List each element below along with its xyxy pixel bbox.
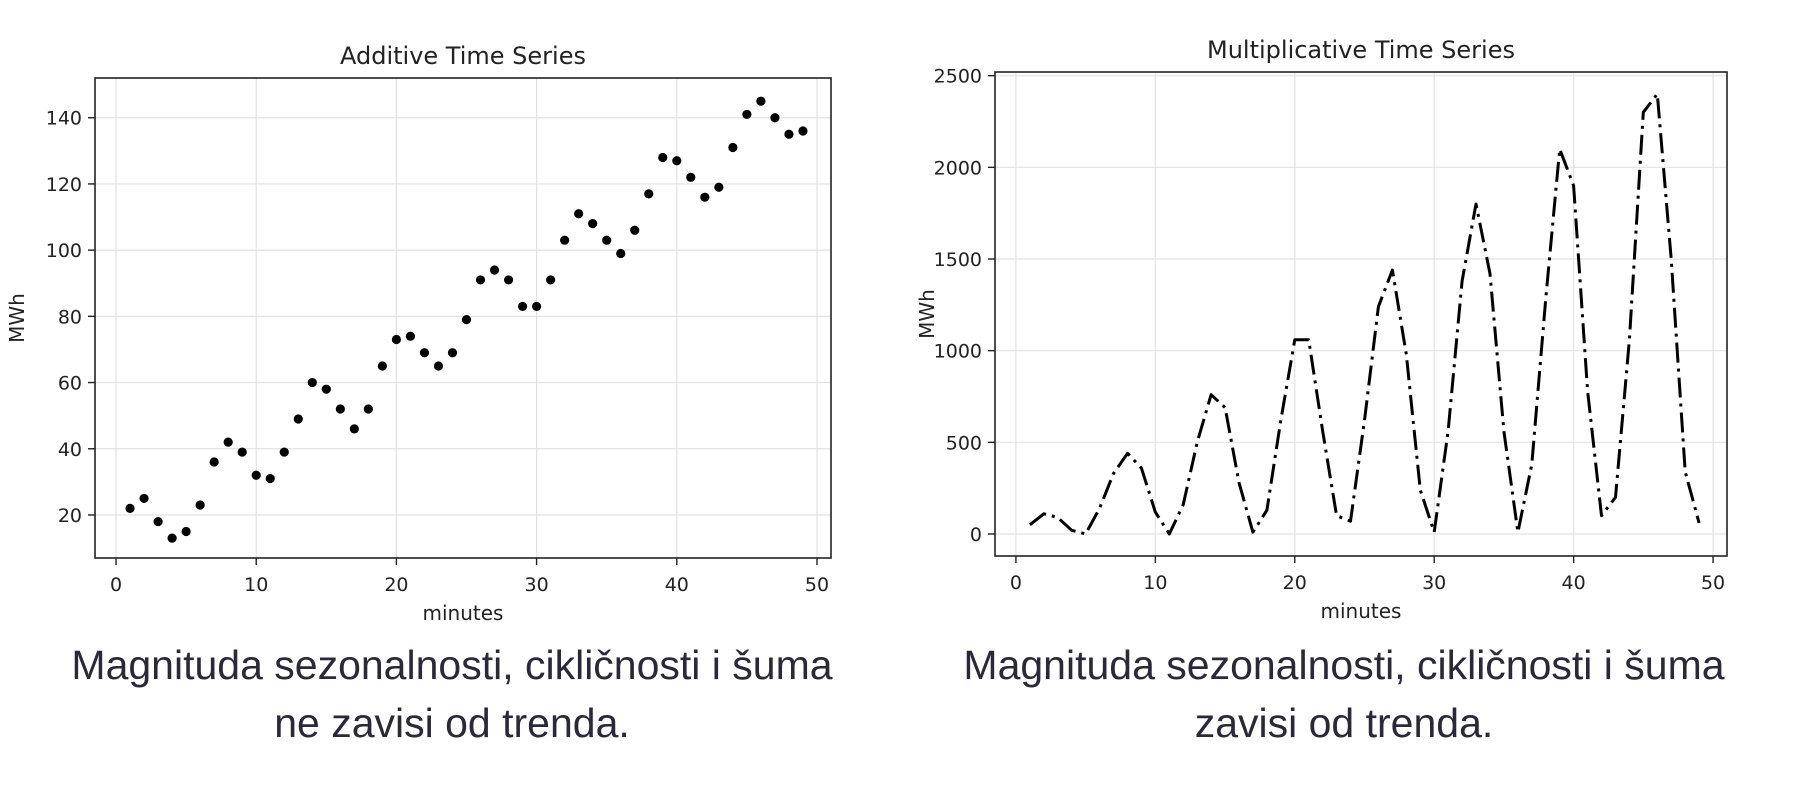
y-tick-label: 500 [946,432,982,454]
y-tick-label: 140 [46,108,82,130]
data-points [125,96,808,543]
y-tick-label: 60 [58,373,82,395]
data-point [349,424,359,434]
additive-caption: Magnituda sezonalnosti, cikličnosti i šu… [0,636,904,752]
data-point [433,361,444,371]
data-point [658,152,668,163]
data-point [405,331,416,341]
data-point [377,361,387,371]
x-tick-label: 40 [1562,572,1586,594]
multiplicative-chart-panel: 0 10 20 30 40 50 0 500 1000 1500 2000 2500 Multiplic… [904,0,1808,812]
y-tick-label: 1000 [934,341,982,363]
data-point [447,348,458,358]
x-axis-label: minutes [1321,599,1402,623]
data-point [798,126,808,136]
data-point [139,493,149,504]
data-point [251,470,261,480]
data-point [756,96,766,106]
data-point [686,172,696,182]
data-point [503,275,514,285]
multiplicative-caption-line-2: zavisi od trenda. [1194,700,1494,746]
data-point [574,209,584,219]
x-axis-label: minutes [423,601,504,625]
data-point [784,129,794,139]
data-point [770,113,780,123]
additive-time-series-chart: 0 10 20 30 40 50 20 40 60 80 100 120 140 Additive Tim… [5,42,832,625]
y-tick-label: 80 [58,306,82,328]
data-point [363,404,373,414]
data-point [588,219,598,229]
data-point [153,516,163,527]
data-point [307,377,317,388]
data-point [644,189,654,199]
y-tick-label: 2500 [934,66,982,88]
x-tick-label: 10 [244,574,268,596]
x-tick-label: 20 [1283,572,1307,594]
series-line [1028,92,1701,536]
data-point [223,437,233,447]
data-point [237,447,247,457]
data-point [293,414,303,424]
multiplicative-chart-title: Multiplicative Time Series [1207,36,1515,64]
data-point [630,225,640,235]
multiplicative-time-series-chart: 0 10 20 30 40 5005001000150020002500Multiplic… [915,36,1728,623]
data-point [672,156,682,166]
data-point [335,404,345,414]
data-point [265,473,275,484]
y-tick-label: 20 [58,505,82,527]
data-point [279,447,289,457]
x-tick-label: 30 [525,574,549,596]
data-point [489,265,500,275]
data-point [532,301,542,312]
data-point [181,526,191,537]
data-point [475,275,486,285]
data-point [560,235,570,245]
x-tick-label: 40 [665,574,689,596]
x-tick-label: 50 [805,574,829,596]
data-point [616,248,626,259]
data-point [321,384,331,394]
x-tick-label: 10 [1143,572,1167,594]
x-tick-label: 0 [1010,572,1022,594]
data-point [391,334,402,345]
data-point [714,182,724,192]
multiplicative-caption: Magnituda sezonalnosti, cikličnosti i šu… [892,636,1796,752]
data-point [602,235,612,245]
additive-chart-title: Additive Time Series [340,42,586,70]
grid-lines [995,72,1727,556]
x-tick-label: 50 [1701,572,1725,594]
data-point [517,301,528,312]
additive-caption-line-2: ne zavisi od trenda. [274,700,630,746]
y-tick-label: 100 [46,240,82,262]
data-point [742,109,752,120]
data-point [728,142,738,153]
multiplicative-caption-line-1: Magnituda sezonalnosti, cikličnosti i šu… [963,642,1725,688]
additive-caption-line-1: Magnituda sezonalnosti, cikličnosti i šu… [71,642,833,688]
plot-frame [94,77,832,559]
y-axis-label: MWh [5,293,29,343]
y-axis-label: MWh [915,289,939,339]
additive-chart-panel: 0 10 20 30 40 50 20 40 60 80 100 120 140 Additive Tim… [0,42,904,752]
x-tick-label: 30 [1422,572,1446,594]
data-point [461,315,472,325]
data-point [700,192,710,202]
y-tick-label: 40 [58,439,82,461]
data-point [125,503,135,513]
y-tick-label: 120 [46,174,82,196]
y-tick-label: 0 [970,524,982,546]
x-tick-label: 20 [384,574,408,596]
data-point [209,457,219,467]
data-point [195,500,205,510]
x-tick-label: 0 [110,574,122,596]
data-point [419,348,430,358]
y-tick-label: 1500 [934,249,982,271]
data-point [167,533,177,543]
grid-lines [95,78,831,558]
plot-frame [994,71,1728,557]
y-tick-label: 2000 [934,157,982,179]
data-point [546,275,556,285]
